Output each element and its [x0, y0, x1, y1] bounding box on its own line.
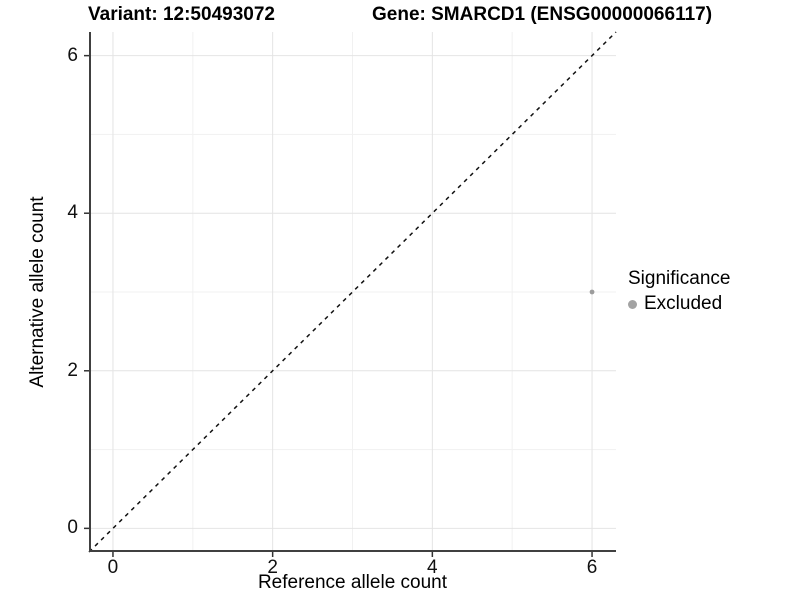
legend-key-circle-icon	[628, 299, 637, 309]
legend-item-label: Excluded	[644, 293, 723, 314]
y-tick-label: 0	[67, 517, 78, 539]
plot-panel	[84, 31, 617, 557]
legend: Significance Excluded	[628, 268, 730, 315]
x-tick-label: 6	[586, 557, 598, 578]
y-tick-label: 2	[67, 359, 78, 381]
legend-item-excluded: Excluded	[628, 293, 730, 315]
x-tick-label: 2	[267, 557, 278, 578]
x-axis-label: Reference allele count	[257, 572, 448, 593]
variant-title: Variant: 12:50493072	[88, 4, 275, 25]
y-tick-label: 6	[67, 44, 78, 66]
x-tick-label: 4	[427, 557, 438, 578]
legend-title: Significance	[628, 268, 731, 289]
y-tick-label: 4	[67, 202, 78, 224]
data-point	[589, 289, 595, 295]
y-axis-label: Alternative allele count	[27, 196, 48, 388]
gene-title: Gene: SMARCD1 (ENSG00000066117)	[372, 4, 713, 25]
x-tick-label: 0	[107, 557, 119, 578]
